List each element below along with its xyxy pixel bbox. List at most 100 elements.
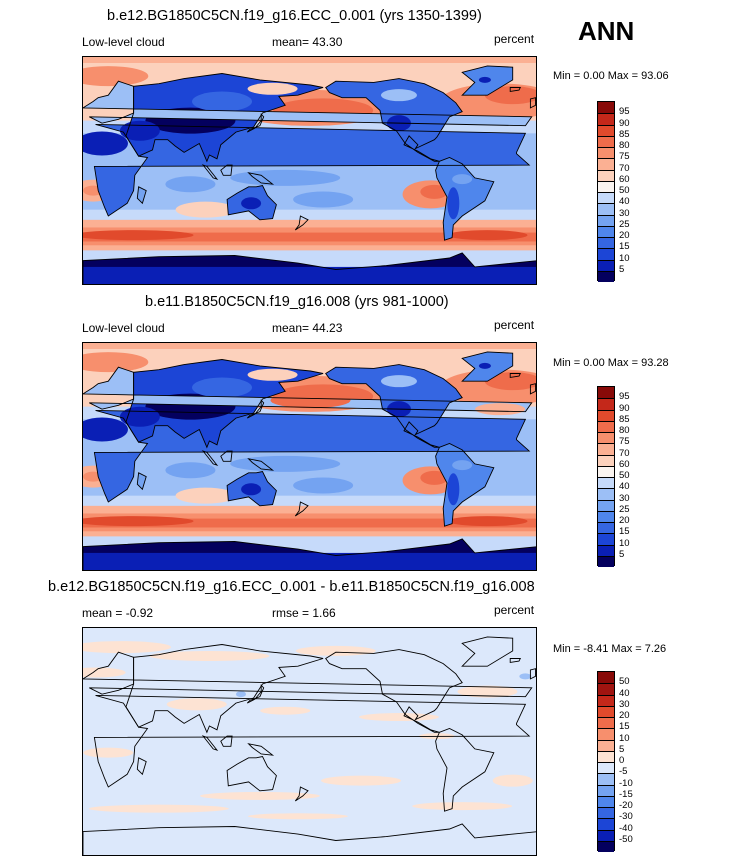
coastline-africa: [93, 123, 531, 217]
field-contour: [230, 455, 341, 472]
colorbar-swatch: [598, 840, 614, 852]
field-contour: [83, 232, 536, 242]
field-contour: [484, 372, 536, 391]
field-contour: [484, 86, 536, 105]
colorbar-swatch: [598, 203, 614, 215]
colorbar-tick-label: 30: [619, 698, 630, 710]
colorbar-tick-label: 15: [619, 241, 630, 253]
colorbar-tick-label: 0: [619, 755, 625, 766]
colorbar-swatch: [598, 113, 614, 125]
field-contour: [412, 802, 513, 811]
coastline-borneo: [220, 164, 233, 176]
colorbar-tick-label: 5: [619, 548, 625, 560]
field-contour: [519, 673, 532, 680]
colorbar-tick-label: 50: [619, 676, 630, 688]
colorbar-swatch: [598, 488, 614, 500]
colorbar-swatch: [598, 432, 614, 444]
coastline-iceland: [509, 373, 522, 378]
colorbar-swatch: [598, 728, 614, 740]
coastline-uk: [529, 668, 536, 680]
colorbar-tick-label: 95: [619, 391, 630, 403]
panel-3-title: b.e12.BG1850C5CN.f19_g16.ECC_0.001 - b.e…: [48, 579, 535, 595]
field-contour: [83, 552, 536, 570]
panel-3-mean: mean = -0.92: [82, 606, 154, 620]
field-contour: [165, 462, 216, 479]
panel-2-units: percent: [494, 318, 535, 332]
field-contour: [83, 57, 536, 63]
colorbar-tick-label: 60: [619, 458, 630, 470]
field-contour: [270, 392, 351, 409]
field-contour: [192, 377, 253, 398]
panel-1-colorbar: [597, 101, 615, 282]
colorbar-swatch: [598, 705, 614, 717]
field-contour: [293, 477, 354, 494]
coastline-australia: [226, 184, 277, 221]
colorbar-swatch: [598, 259, 614, 271]
colorbar-tick-label: 80: [619, 425, 630, 436]
colorbar-swatch: [598, 147, 614, 159]
colorbar-swatch: [598, 818, 614, 830]
field-contour: [420, 184, 449, 199]
field-contour: [452, 460, 473, 471]
field-contour: [83, 230, 194, 241]
field-contour: [435, 157, 494, 241]
coastline-sumatra: [201, 164, 219, 180]
field-layer: [83, 57, 536, 284]
colorbar-swatch: [598, 683, 614, 695]
field-contour: [175, 201, 236, 218]
coastline-greenland: [461, 636, 514, 667]
colorbar-tick-label: -50: [619, 833, 633, 845]
field-contour: [241, 483, 262, 496]
colorbar-swatch: [598, 750, 614, 762]
field-contour: [235, 691, 246, 698]
colorbar-swatch: [598, 180, 614, 192]
coastlines: [83, 65, 536, 284]
panel-2-cloud-field: [83, 343, 536, 570]
field-contour: [83, 66, 149, 87]
coastline-australia: [226, 755, 277, 792]
colorbar-swatch: [598, 522, 614, 534]
field-contour: [435, 443, 494, 527]
colorbar-swatch: [598, 672, 614, 684]
field-contour: [380, 375, 417, 388]
colorbar-swatch: [598, 398, 614, 410]
colorbar-swatch: [598, 135, 614, 147]
colorbar-swatch: [598, 387, 614, 399]
colorbar-tick-label: -15: [619, 788, 633, 800]
panel-3-map: [82, 627, 537, 856]
panel-2-title: b.e11.B1850C5CN.f19_g16.008 (yrs 981-100…: [145, 294, 449, 310]
colorbar-swatch: [598, 477, 614, 489]
colorbar-swatch: [598, 510, 614, 522]
colorbar-swatch: [598, 465, 614, 477]
coastline-uk: [529, 97, 536, 109]
colorbar-swatch: [598, 795, 614, 807]
field-contour: [247, 82, 298, 95]
colorbar-tick-label: 75: [619, 151, 630, 163]
field-contour: [165, 176, 216, 193]
coastline-antarctica: [83, 823, 536, 855]
colorbar-swatch: [598, 248, 614, 260]
field-contour: [420, 470, 449, 485]
panel-2-mean: mean= 44.23: [272, 321, 343, 335]
field-contour: [83, 667, 126, 678]
coastline-namerica: [325, 78, 463, 162]
colorbar-swatch: [598, 499, 614, 511]
colorbar-swatch: [598, 762, 614, 774]
field-contour: [478, 76, 491, 83]
field-contour: [192, 91, 253, 112]
field-contour: [119, 120, 160, 141]
colorbar-tick-label: 5: [619, 263, 625, 275]
colorbar-swatch: [598, 102, 614, 114]
panel-2-colorbar: [597, 386, 615, 567]
colorbar-tick-label: 85: [619, 413, 630, 425]
panel-2-variable: Low-level cloud: [82, 321, 165, 335]
field-contour: [83, 81, 532, 126]
coastline-greenland: [461, 351, 514, 382]
coastline-samerica: [435, 157, 495, 241]
colorbar-tick-label: -20: [619, 800, 633, 811]
colorbar-tick-label: -40: [619, 822, 633, 834]
field-contour: [199, 791, 320, 800]
panel-2-map: [82, 342, 537, 571]
field-contour: [247, 368, 298, 381]
colorbar-swatch: [598, 420, 614, 432]
